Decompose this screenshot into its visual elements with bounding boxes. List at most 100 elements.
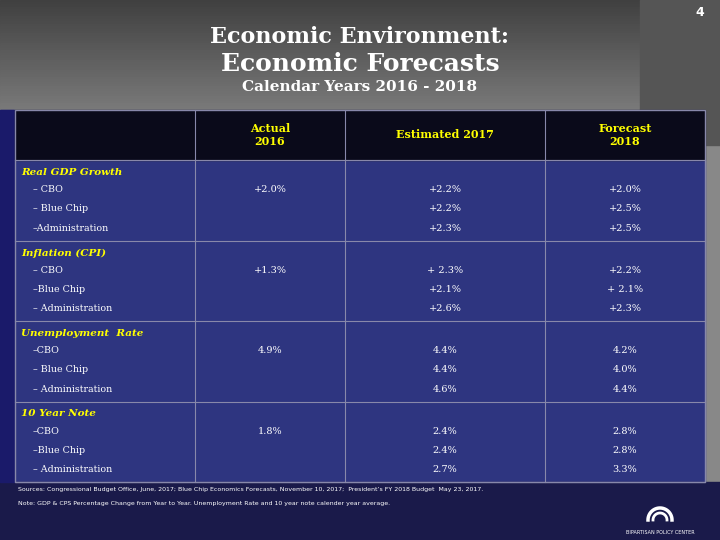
Text: Forecast
2018: Forecast 2018	[598, 123, 652, 147]
Bar	[0, 108, 720, 111]
Text: Calendar Years 2016 - 2018: Calendar Years 2016 - 2018	[243, 80, 477, 94]
Bar	[0, 70, 720, 72]
Text: +2.2%: +2.2%	[428, 185, 462, 194]
Bar	[0, 84, 720, 87]
Text: 4.4%: 4.4%	[433, 366, 457, 374]
Bar	[0, 120, 720, 123]
Text: +2.0%: +2.0%	[608, 185, 642, 194]
Text: 4.0%: 4.0%	[613, 366, 637, 374]
Bar	[0, 106, 720, 109]
Text: Inflation (CPI): Inflation (CPI)	[21, 248, 106, 258]
Bar	[0, 55, 720, 58]
Text: 3.3%: 3.3%	[613, 465, 637, 474]
Bar	[0, 142, 720, 145]
Bar	[0, 21, 720, 24]
Bar	[0, 38, 720, 41]
Bar	[0, 140, 720, 143]
Text: 4: 4	[696, 5, 704, 18]
Bar	[0, 79, 720, 82]
Bar	[0, 104, 720, 106]
Text: – CBO: – CBO	[33, 185, 63, 194]
Bar	[640, 0, 720, 145]
Text: +2.6%: +2.6%	[428, 304, 462, 313]
Bar	[0, 132, 720, 136]
Text: 10 Year Note: 10 Year Note	[21, 409, 96, 418]
Bar	[0, 72, 720, 75]
Text: – Blue Chip: – Blue Chip	[33, 366, 88, 374]
Text: Sources: Congressional Budget Office, June, 2017; Blue Chip Economics Forecasts,: Sources: Congressional Budget Office, Ju…	[18, 488, 483, 492]
Text: +1.3%: +1.3%	[253, 266, 287, 275]
Text: Economic Forecasts: Economic Forecasts	[221, 52, 499, 76]
Bar	[0, 116, 720, 118]
Bar	[0, 2, 720, 5]
Text: –Blue Chip: –Blue Chip	[33, 285, 85, 294]
Text: 2.4%: 2.4%	[433, 446, 457, 455]
Bar	[0, 99, 720, 102]
Bar	[0, 101, 720, 104]
Text: –CBO: –CBO	[33, 427, 60, 436]
Text: +2.3%: +2.3%	[428, 224, 462, 233]
Bar	[0, 40, 720, 44]
Text: +2.5%: +2.5%	[608, 204, 642, 213]
Bar	[0, 96, 720, 99]
Bar	[0, 137, 720, 140]
Bar	[0, 31, 720, 34]
Text: BIPARTISAN POLICY CENTER: BIPARTISAN POLICY CENTER	[626, 530, 694, 535]
Text: Real GDP Growth: Real GDP Growth	[21, 168, 122, 177]
Bar	[0, 77, 720, 80]
Text: +2.0%: +2.0%	[253, 185, 287, 194]
Bar	[0, 0, 720, 2]
Text: 1.8%: 1.8%	[258, 427, 282, 436]
Bar	[0, 91, 720, 94]
Bar	[0, 111, 720, 113]
Text: – Administration: – Administration	[33, 304, 112, 313]
Bar	[0, 48, 720, 51]
Text: 4.9%: 4.9%	[258, 346, 282, 355]
Text: –Administration: –Administration	[33, 224, 109, 233]
Bar	[0, 43, 720, 46]
Text: Estimated 2017: Estimated 2017	[396, 130, 494, 140]
Bar	[0, 6, 720, 10]
Bar	[0, 82, 720, 85]
Bar	[0, 65, 720, 68]
Text: – CBO: – CBO	[33, 266, 63, 275]
Bar	[0, 110, 14, 482]
Text: 2.8%: 2.8%	[613, 427, 637, 436]
Bar	[0, 16, 720, 19]
Text: +2.3%: +2.3%	[608, 304, 642, 313]
Bar	[0, 4, 720, 7]
Bar	[15, 160, 705, 482]
Text: 2.4%: 2.4%	[433, 427, 457, 436]
Bar	[0, 60, 720, 63]
Text: +2.1%: +2.1%	[428, 285, 462, 294]
Text: 2.8%: 2.8%	[613, 446, 637, 455]
Text: + 2.1%: + 2.1%	[607, 285, 643, 294]
Text: 4.4%: 4.4%	[433, 346, 457, 355]
Bar	[0, 9, 720, 12]
Text: – Administration: – Administration	[33, 465, 112, 474]
Bar	[0, 14, 720, 17]
Bar	[0, 135, 720, 138]
Bar	[0, 67, 720, 70]
Bar	[0, 11, 720, 15]
Bar	[0, 94, 720, 97]
Bar	[0, 125, 720, 128]
Bar	[0, 33, 720, 36]
Text: Economic Environment:: Economic Environment:	[210, 26, 510, 48]
Text: + 2.3%: + 2.3%	[427, 266, 463, 275]
Bar	[0, 89, 720, 92]
Bar	[0, 26, 720, 29]
Bar	[0, 127, 720, 131]
Text: Note: GDP & CPS Percentage Change from Year to Year. Unemployment Rate and 10 ye: Note: GDP & CPS Percentage Change from Y…	[18, 501, 390, 505]
Text: Unemployment  Rate: Unemployment Rate	[21, 329, 143, 338]
Text: 2.7%: 2.7%	[433, 465, 457, 474]
Bar	[0, 130, 720, 133]
Text: – Administration: – Administration	[33, 384, 112, 394]
Bar	[0, 482, 720, 540]
Bar	[15, 110, 705, 482]
Bar	[15, 110, 705, 160]
Bar	[0, 24, 720, 26]
Bar	[0, 75, 720, 77]
Bar	[0, 50, 720, 53]
Bar	[0, 45, 720, 49]
